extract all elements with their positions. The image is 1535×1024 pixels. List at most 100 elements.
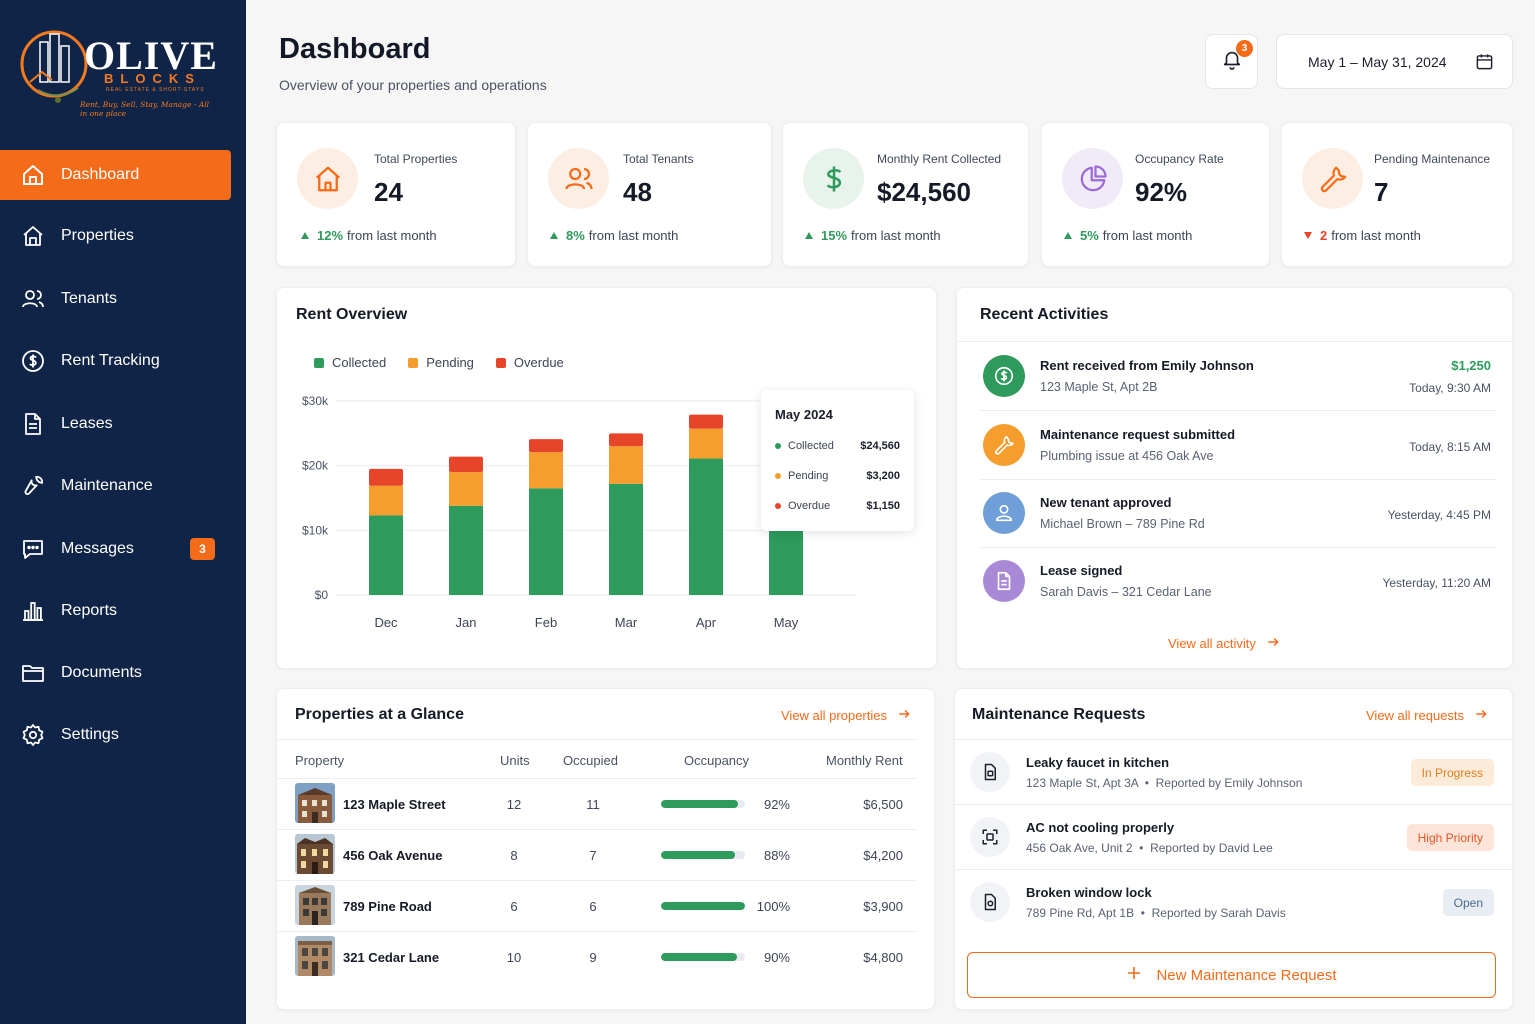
tooltip-row-collected: Collected $24,560 bbox=[775, 440, 900, 452]
sidebar-item-properties[interactable]: Properties bbox=[0, 211, 231, 261]
activity-subtitle: Sarah Davis – 321 Cedar Lane bbox=[1040, 585, 1212, 599]
legend-item-collected[interactable]: Collected bbox=[314, 355, 386, 370]
bar-segment-collected[interactable] bbox=[529, 488, 563, 595]
legend-item-pending[interactable]: Pending bbox=[408, 355, 474, 370]
status-badge: High Priority bbox=[1406, 824, 1494, 851]
stat-label: Pending Maintenance bbox=[1374, 152, 1491, 166]
maintenance-item[interactable]: Leaky faucet in kitchen 123 Maple St, Ap… bbox=[954, 740, 1512, 805]
column-header-property[interactable]: Property bbox=[295, 753, 345, 768]
bar-segment-collected[interactable] bbox=[689, 458, 723, 595]
sidebar-item-dashboard[interactable]: Dashboard bbox=[0, 150, 231, 200]
sidebar-item-rent-tracking[interactable]: Rent Tracking bbox=[0, 336, 231, 386]
column-header-monthly-rent[interactable]: Monthly Rent bbox=[826, 753, 903, 768]
stat-card-occupancy-rate[interactable]: Occupancy Rate 92% 5% from last month bbox=[1041, 122, 1270, 267]
sidebar-item-messages[interactable]: Messages 3 bbox=[0, 524, 231, 574]
view-all-activity-link[interactable]: View all activity bbox=[1168, 635, 1280, 652]
bar-segment-pending[interactable] bbox=[529, 452, 563, 489]
column-header-units[interactable]: Units bbox=[500, 753, 530, 768]
bar-segment-overdue[interactable] bbox=[529, 439, 563, 453]
activity-item[interactable]: Rent received from Emily Johnson 123 Map… bbox=[980, 343, 1496, 411]
link-label: View all requests bbox=[1366, 708, 1465, 723]
stat-label: Monthly Rent Collected bbox=[877, 152, 1002, 166]
view-all-requests-link[interactable]: View all requests bbox=[1366, 707, 1488, 724]
bar-segment-overdue[interactable] bbox=[369, 468, 403, 486]
property-name: 789 Pine Road bbox=[343, 899, 432, 914]
occupancy-percent: 92% bbox=[763, 797, 790, 812]
separator-dot: • bbox=[1138, 776, 1156, 790]
legend-item-overdue[interactable]: Overdue bbox=[495, 355, 564, 370]
table-row[interactable]: 321 Cedar Lane 10 9 90% $4,800 bbox=[276, 932, 917, 983]
column-header-occupancy[interactable]: Occupancy bbox=[684, 753, 750, 768]
sidebar-item-settings[interactable]: Settings bbox=[0, 710, 231, 760]
activity-item[interactable]: Lease signed Sarah Davis – 321 Cedar Lan… bbox=[980, 548, 1496, 616]
activity-time: Today, 9:30 AM bbox=[1409, 381, 1491, 395]
stat-card-total-tenants[interactable]: Total Tenants 48 8% from last month bbox=[527, 122, 772, 267]
bar-segment-pending[interactable] bbox=[369, 485, 403, 516]
sidebar-item-documents[interactable]: Documents bbox=[0, 648, 231, 698]
stat-change-value: 15% bbox=[821, 228, 848, 243]
properties-card bbox=[276, 688, 935, 1010]
property-rent: $4,800 bbox=[863, 950, 903, 965]
tooltip-label: Pending bbox=[788, 470, 829, 482]
y-tick-label: $30k bbox=[302, 394, 329, 408]
stat-card-monthly-rent[interactable]: Monthly Rent Collected $24,560 15% from … bbox=[782, 122, 1029, 267]
button-label: New Maintenance Request bbox=[1156, 966, 1337, 984]
property-units: 8 bbox=[510, 848, 518, 863]
tooltip-dot bbox=[775, 443, 781, 449]
activity-title: New tenant approved bbox=[1040, 495, 1172, 510]
table-row[interactable]: 789 Pine Road 6 6 100% $3,900 bbox=[276, 881, 917, 932]
date-range-picker[interactable]: May 1 – May 31, 2024 bbox=[1276, 34, 1513, 89]
sidebar-item-label: Leases bbox=[61, 415, 113, 432]
stat-card-total-properties[interactable]: Total Properties 24 12% from last month bbox=[276, 122, 516, 267]
wrench-icon bbox=[1302, 148, 1363, 209]
x-tick-label: Dec bbox=[374, 615, 398, 630]
maintenance-item[interactable]: AC not cooling properly 456 Oak Ave, Uni… bbox=[954, 805, 1512, 870]
stat-card-pending-maintenance[interactable]: Pending Maintenance 7 2 from last month bbox=[1281, 122, 1513, 267]
message-icon bbox=[20, 536, 46, 562]
brand-logo[interactable]: OLIVE BLOCKS REAL ESTATE & SHORT-STAYS R… bbox=[18, 22, 218, 118]
activity-subtitle: Plumbing issue at 456 Oak Ave bbox=[1040, 449, 1214, 463]
folder-icon bbox=[20, 660, 46, 686]
activity-item[interactable]: Maintenance request submitted Plumbing i… bbox=[980, 412, 1496, 480]
bar-segment-overdue[interactable] bbox=[449, 456, 483, 473]
bar-segment-pending[interactable] bbox=[689, 428, 723, 459]
sidebar-item-reports[interactable]: Reports bbox=[0, 586, 231, 636]
recent-activities-card bbox=[956, 287, 1513, 669]
column-header-occupied[interactable]: Occupied bbox=[563, 753, 618, 768]
maintenance-reporter: Reported by Sarah Davis bbox=[1151, 906, 1286, 920]
bar-segment-collected[interactable] bbox=[449, 505, 483, 595]
new-maintenance-request-button[interactable]: New Maintenance Request bbox=[967, 952, 1496, 998]
stat-value: 7 bbox=[1374, 177, 1389, 207]
bar-segment-overdue[interactable] bbox=[689, 414, 723, 429]
maintenance-item[interactable]: Broken window lock 789 Pine Rd, Apt 1B •… bbox=[954, 870, 1512, 935]
bar-segment-collected[interactable] bbox=[609, 483, 643, 595]
property-occupied: 7 bbox=[589, 848, 597, 863]
stat-change: 12% from last month bbox=[301, 228, 437, 243]
sidebar-item-label: Settings bbox=[61, 726, 119, 743]
user-icon bbox=[983, 492, 1025, 534]
date-range-label: May 1 – May 31, 2024 bbox=[1308, 53, 1447, 70]
activity-item[interactable]: New tenant approved Michael Brown – 789 … bbox=[980, 480, 1496, 548]
bar-segment-overdue[interactable] bbox=[609, 433, 643, 447]
sidebar-item-tenants[interactable]: Tenants bbox=[0, 274, 231, 324]
stat-label: Occupancy Rate bbox=[1135, 152, 1224, 166]
bar-segment-collected[interactable] bbox=[369, 515, 403, 595]
property-name: 456 Oak Avenue bbox=[343, 848, 443, 863]
maintenance-meta: 456 Oak Ave, Unit 2 • Reported by David … bbox=[1026, 841, 1273, 855]
maintenance-title: Maintenance Requests bbox=[972, 706, 1146, 723]
sidebar-item-maintenance[interactable]: Maintenance bbox=[0, 461, 231, 511]
activity-title: Lease signed bbox=[1040, 563, 1123, 578]
separator-dot: • bbox=[1134, 906, 1152, 920]
occupancy-percent: 90% bbox=[763, 950, 790, 965]
bar-segment-pending[interactable] bbox=[449, 472, 483, 506]
bell-icon bbox=[1221, 48, 1243, 75]
view-all-properties-link[interactable]: View all properties bbox=[781, 707, 911, 724]
bar-chart-icon bbox=[20, 598, 46, 624]
bar-segment-pending[interactable] bbox=[609, 446, 643, 484]
table-row[interactable]: 456 Oak Avenue 8 7 88% $4,200 bbox=[276, 830, 917, 881]
sidebar-item-leases[interactable]: Leases bbox=[0, 399, 231, 449]
stat-change: 2 from last month bbox=[1304, 228, 1421, 243]
tooltip-value: $1,150 bbox=[866, 500, 900, 512]
table-row[interactable]: 123 Maple Street 12 11 92% $6,500 bbox=[276, 779, 917, 830]
notifications-button[interactable]: 3 bbox=[1205, 34, 1258, 89]
